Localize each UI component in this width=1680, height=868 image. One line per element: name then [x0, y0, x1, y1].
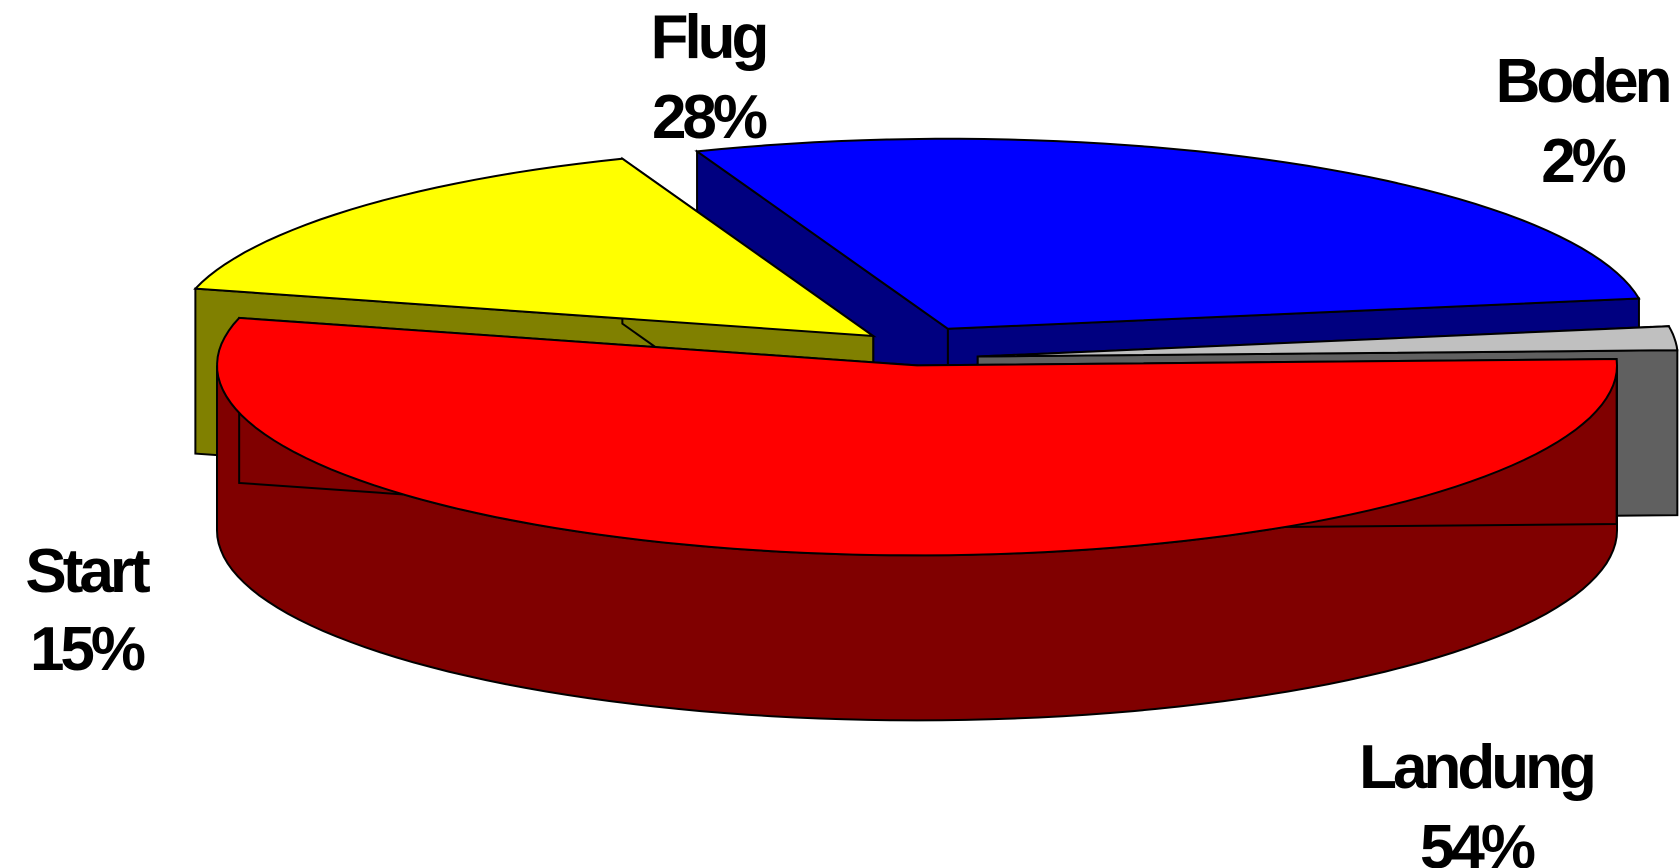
pie-slices — [193, 137, 1679, 722]
pie-labels: Flug 28% Boden 2% Landung 54% Start 15% — [25, 3, 1673, 868]
slice-label-landung: Landung — [1359, 733, 1593, 802]
pie-slice-top-start — [193, 157, 877, 338]
pie-slice-top-landung — [216, 316, 1619, 557]
slice-label-boden: Boden — [1496, 47, 1670, 116]
slice-value-landung: 54% — [1420, 813, 1535, 868]
slice-value-flug: 28% — [652, 83, 767, 152]
pie-slice-landung — [216, 316, 1619, 722]
slice-label-flug: Flug — [651, 3, 766, 72]
slice-value-start: 15% — [30, 615, 145, 684]
pie-slice-top-boden — [977, 325, 1679, 358]
slice-label-start: Start — [25, 537, 150, 606]
pie-slice-top-flug — [694, 137, 1641, 330]
slice-value-boden: 2% — [1541, 127, 1625, 196]
